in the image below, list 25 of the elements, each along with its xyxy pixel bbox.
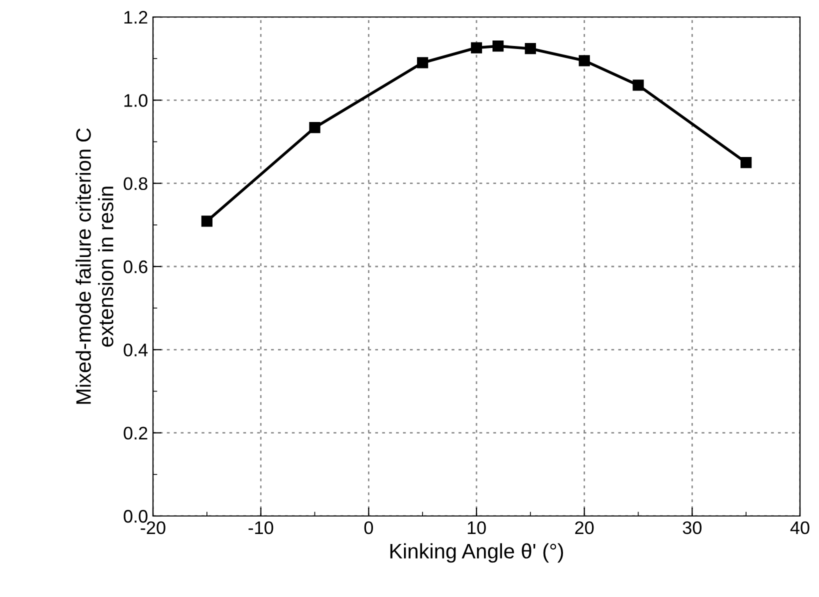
x-tick-label: 40 [790,521,810,534]
x-tick-label: 30 [682,521,702,534]
x-tick-label: 10 [468,521,486,534]
y-tick-label: 1.2 [124,10,148,24]
point [740,156,752,168]
point [417,57,428,68]
y-axis-title: Mixed-mode failure criterion C extension in resin [76,128,114,404]
y-tick-label: 0.2 [124,426,148,440]
x-tick-label: 20 [575,521,594,534]
x-tick-label: 0 [364,521,373,534]
y-tick-label: 0.4 [124,344,148,356]
x-tick-label: -10 [248,521,274,534]
y-tick-label: 0.6 [124,260,148,274]
x-tick-label: -20 [140,521,166,534]
y-tick-label: 1.0 [124,94,148,107]
y-tick-label: 0.8 [124,177,148,190]
point [632,80,644,91]
point [524,43,536,54]
point [201,216,212,227]
point [309,122,320,134]
point [470,42,482,54]
point [578,55,590,66]
x-axis-title: Kinking Angle θ' (°) [390,543,564,563]
point [492,40,504,52]
y-tick-label: 0.0 [124,510,148,523]
